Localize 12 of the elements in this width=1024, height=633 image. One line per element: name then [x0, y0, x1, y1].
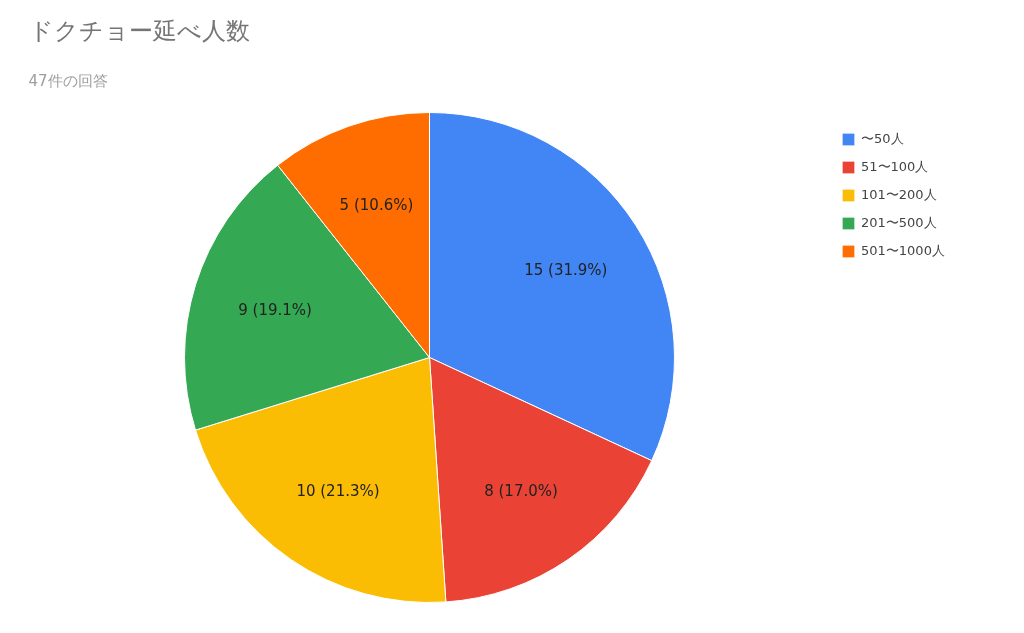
data-label: 8 (17.0%)	[484, 481, 558, 500]
legend-label: 51〜100人	[861, 158, 929, 176]
data-label: 10 (21.3%)	[296, 481, 380, 500]
legend-label: 201〜500人	[861, 214, 937, 232]
data-label: 15 (31.9%)	[524, 261, 608, 280]
legend-label: 101〜200人	[861, 186, 937, 204]
chart-subtitle: 47件の回答	[28, 71, 108, 90]
chart-title: ドクチョー延べ人数	[28, 16, 250, 45]
legend-label: 501〜1000人	[861, 242, 945, 260]
data-label: 9 (19.1%)	[238, 300, 312, 319]
legend-label: 〜50人	[861, 130, 904, 148]
data-label: 5 (10.6%)	[339, 195, 414, 214]
